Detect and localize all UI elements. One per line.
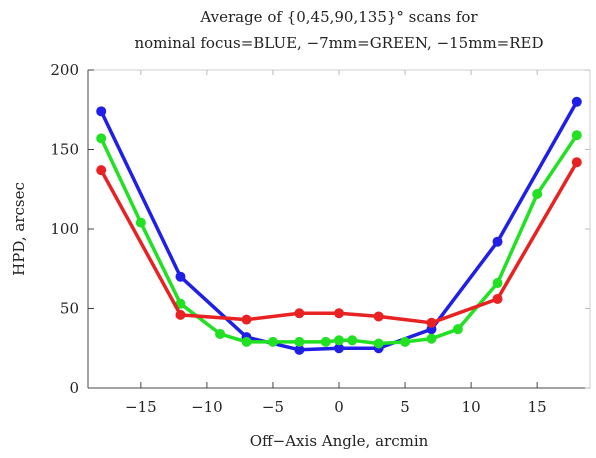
- data-point: [267, 336, 278, 347]
- data-point: [175, 271, 186, 282]
- y-tick-label: 100: [50, 220, 79, 238]
- data-point: [492, 278, 503, 289]
- data-point: [334, 335, 344, 346]
- data-point: [571, 96, 582, 107]
- data-point: [294, 308, 305, 319]
- data-point: [96, 165, 107, 176]
- data-point: [135, 217, 146, 228]
- data-point: [175, 298, 186, 309]
- data-point: [175, 309, 186, 320]
- x-tick-label: 15: [528, 398, 547, 416]
- x-axis-ticks: −15 −10 −5 0 5 10 15: [125, 70, 547, 416]
- y-axis-title: HPD, arcsec: [10, 182, 28, 276]
- data-point: [96, 133, 107, 144]
- x-tick-label: 5: [400, 398, 410, 416]
- data-point: [571, 157, 582, 168]
- y-tick-label: 150: [50, 141, 79, 159]
- data-point: [241, 336, 252, 347]
- data-point: [426, 317, 437, 328]
- x-tick-label: 10: [462, 398, 481, 416]
- data-point: [373, 338, 384, 349]
- y-tick-label: 50: [60, 300, 79, 318]
- data-point: [320, 336, 331, 347]
- data-point: [492, 293, 503, 304]
- x-axis-title: Off−Axis Angle, arcmin: [250, 432, 429, 450]
- series-1: [96, 130, 582, 349]
- chart-title-line-1: Average of {0,45,90,135}° scans for: [199, 8, 478, 26]
- x-tick-label: −10: [191, 398, 223, 416]
- data-point: [492, 236, 503, 247]
- data-point: [294, 344, 305, 355]
- chart-title-line-2: nominal focus=BLUE, −7mm=GREEN, −15mm=RE…: [134, 34, 543, 52]
- data-point: [334, 308, 344, 319]
- data-point: [96, 106, 107, 117]
- data-point: [400, 336, 411, 347]
- data-point: [215, 328, 226, 339]
- data-point: [571, 130, 582, 141]
- series-line: [99, 160, 579, 325]
- data-point: [294, 336, 305, 347]
- data-point: [532, 189, 543, 200]
- series-2: [96, 157, 582, 328]
- data-point: [426, 333, 437, 344]
- x-tick-label: −15: [125, 398, 157, 416]
- data-point: [241, 314, 252, 325]
- series-layer: [96, 96, 582, 355]
- data-point: [373, 311, 384, 322]
- x-tick-label: −5: [262, 398, 284, 416]
- y-tick-label: 0: [69, 379, 79, 397]
- data-point: [347, 335, 358, 346]
- data-point: [334, 343, 344, 354]
- y-axis-ticks: 0 50 100 150 200: [50, 61, 590, 397]
- y-tick-label: 200: [50, 61, 79, 79]
- x-tick-label: 0: [334, 398, 344, 416]
- data-point: [452, 324, 463, 335]
